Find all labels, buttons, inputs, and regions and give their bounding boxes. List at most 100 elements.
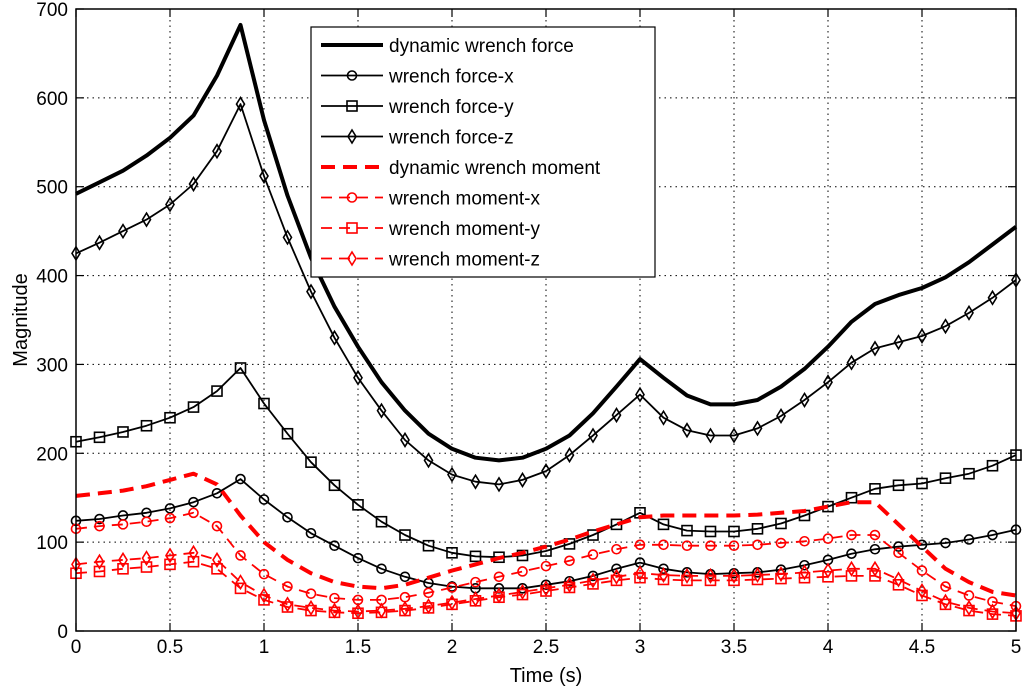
- data-point-marker: [470, 576, 481, 588]
- data-point-marker: [940, 318, 951, 335]
- data-point-marker: [235, 574, 246, 591]
- data-point-marker: [118, 551, 128, 568]
- data-point-marker: [423, 452, 434, 469]
- data-point-marker: [494, 476, 504, 493]
- series-line: [75, 367, 1017, 559]
- data-point-marker: [587, 570, 599, 582]
- data-point-marker: [258, 494, 270, 505]
- y-tick-labels: 0 100 200 300 400 500 600 700: [36, 0, 68, 643]
- legend-label: wrench force-y: [388, 97, 514, 118]
- data-point-marker: [845, 491, 858, 504]
- x-tick-label: 4.5: [909, 637, 935, 658]
- legend-entry: wrench force-z: [321, 128, 514, 149]
- legend-marker: [346, 70, 358, 81]
- data-point-marker: [353, 603, 363, 620]
- data-point-marker: [165, 547, 175, 564]
- legend-label: wrench moment-z: [388, 250, 540, 271]
- data-point-marker: [282, 581, 293, 592]
- data-point-marker: [940, 581, 951, 592]
- data-point-marker: [964, 304, 974, 321]
- data-point-marker: [423, 598, 434, 615]
- legend-box: [310, 26, 656, 278]
- series-7: [71, 544, 1021, 622]
- data-point-marker: [540, 579, 552, 591]
- data-point-marker: [939, 472, 952, 484]
- data-point-marker: [517, 566, 528, 577]
- data-point-marker: [916, 565, 928, 576]
- data-point-marker: [118, 223, 128, 240]
- data-point-marker: [447, 594, 457, 611]
- data-point-marker: [892, 479, 905, 492]
- data-point-marker: [352, 499, 364, 511]
- data-point-marker: [211, 520, 223, 532]
- legend-marker: [347, 250, 357, 267]
- data-point-marker: [823, 374, 833, 391]
- y-tick-label: 600: [36, 89, 68, 110]
- data-point-marker: [963, 467, 975, 480]
- data-point-marker: [235, 96, 246, 113]
- y-tick-label: 300: [36, 355, 68, 376]
- data-point-marker: [682, 567, 692, 584]
- series-line: [75, 511, 1017, 607]
- data-point-marker: [729, 567, 739, 584]
- data-point-marker: [423, 587, 434, 599]
- data-point-marker: [564, 447, 575, 464]
- data-point-marker: [963, 534, 975, 545]
- data-point-marker: [752, 539, 763, 551]
- data-point-marker: [141, 516, 152, 528]
- data-point-marker: [470, 590, 481, 608]
- data-point-marker: [987, 289, 998, 306]
- data-point-marker: [517, 471, 528, 488]
- data-point-marker: [728, 540, 740, 551]
- data-point-marker: [305, 527, 317, 539]
- data-point-marker: [846, 529, 857, 541]
- data-point-marker: [376, 602, 387, 619]
- legend-marker: [346, 222, 358, 234]
- data-point-marker: [493, 571, 505, 583]
- axis-ticks: [75, 8, 1017, 632]
- data-point-marker: [610, 574, 623, 587]
- data-point-marker: [729, 427, 739, 444]
- data-point-marker: [164, 411, 176, 424]
- data-point-marker: [494, 587, 504, 604]
- data-point-marker: [635, 565, 645, 582]
- data-point-marker: [353, 369, 363, 386]
- data-point-marker: [776, 407, 786, 424]
- data-point-marker: [212, 551, 222, 568]
- data-point-marker: [281, 427, 294, 440]
- series-2: [70, 362, 1022, 564]
- series-line: [75, 103, 1017, 486]
- x-tick-label: 1.5: [345, 637, 371, 658]
- data-point-marker: [705, 427, 716, 444]
- data-point-marker: [164, 558, 176, 571]
- legend-label: wrench force-x: [388, 67, 514, 88]
- x-tick-label: 0: [71, 637, 82, 658]
- legend-marker: [346, 192, 358, 203]
- data-point-marker: [212, 143, 222, 160]
- data-point-marker: [282, 596, 293, 613]
- legend-marker: [346, 100, 358, 112]
- data-point-marker: [188, 176, 199, 193]
- data-point-marker: [870, 340, 880, 357]
- data-point-marker: [681, 574, 693, 587]
- data-point-marker: [234, 582, 247, 595]
- legend-marker: [347, 128, 357, 145]
- data-point-marker: [870, 560, 880, 577]
- data-point-marker: [657, 573, 670, 586]
- data-point-marker: [540, 560, 552, 572]
- x-tick-label: 3.5: [721, 637, 747, 658]
- data-point-marker: [306, 283, 316, 300]
- data-point-marker: [305, 588, 317, 599]
- data-point-marker: [682, 422, 692, 439]
- data-point-marker: [917, 582, 927, 600]
- legend-label: dynamic wrench moment: [389, 158, 601, 179]
- data-point-marker: [705, 540, 716, 551]
- data-point-marker: [141, 211, 152, 228]
- legend-label: wrench force-z: [388, 128, 514, 149]
- data-point-marker: [117, 426, 129, 438]
- data-point-marker: [611, 543, 622, 555]
- data-point-marker: [987, 603, 998, 620]
- data-point-marker: [329, 602, 340, 619]
- data-point-marker: [681, 567, 693, 578]
- data-point-marker: [376, 563, 387, 575]
